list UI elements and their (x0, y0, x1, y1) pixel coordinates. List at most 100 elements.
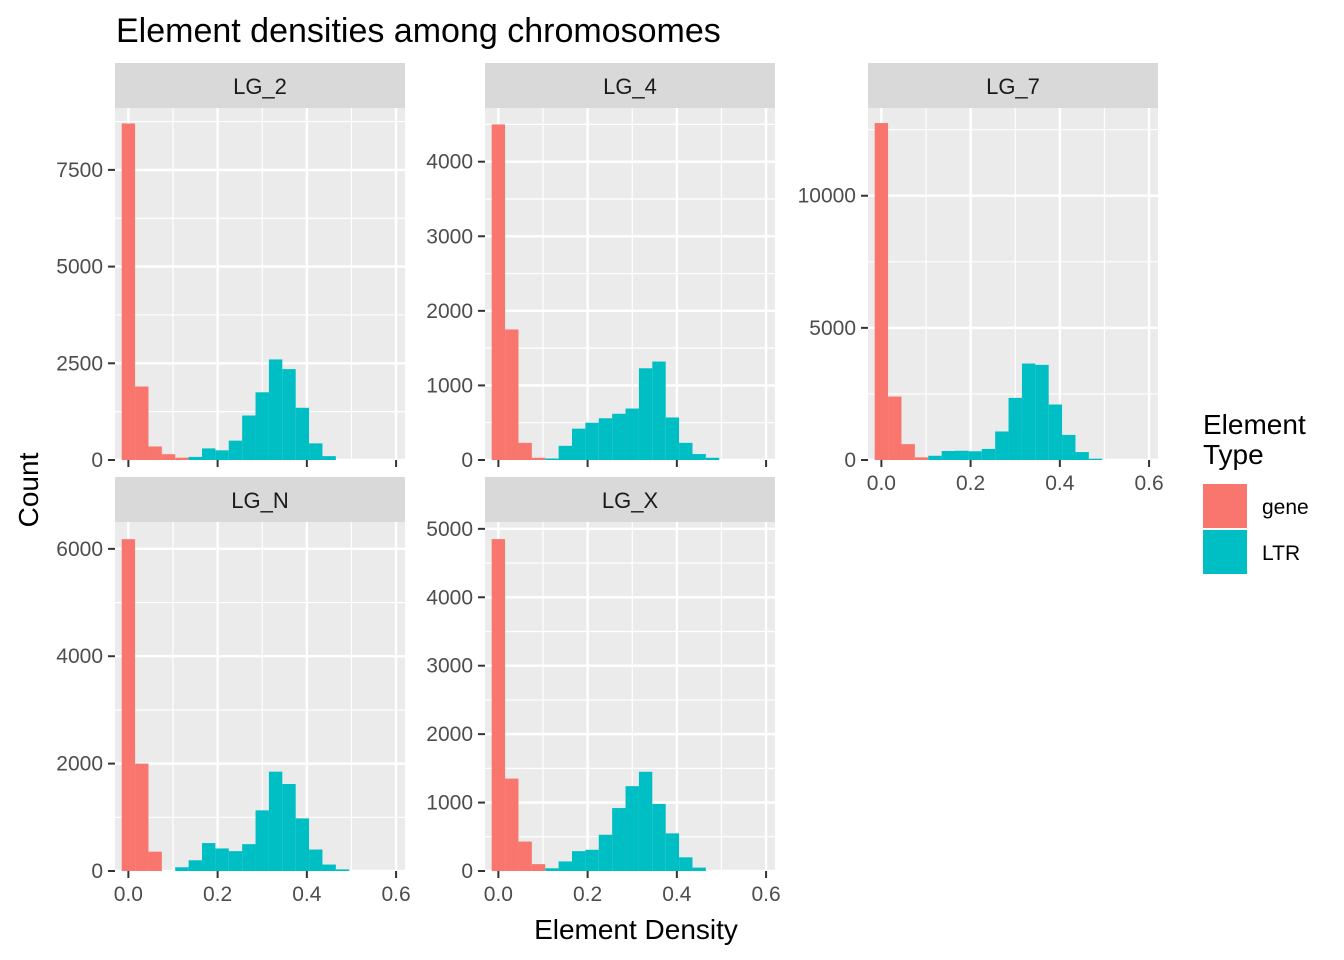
x-tick-label: 0.6 (1134, 472, 1163, 495)
bar-ltr (188, 456, 202, 460)
bar-ltr (598, 834, 613, 871)
bar-ltr (625, 786, 639, 871)
x-tick-label: 0.4 (662, 883, 692, 906)
x-tick-label: 0.0 (484, 883, 513, 906)
bar-ltr (612, 808, 626, 871)
bar-ltr (268, 359, 283, 460)
bar-ltr (652, 803, 666, 871)
bar-gene (505, 778, 519, 871)
bar-gene (121, 123, 136, 460)
bar-ltr (665, 833, 680, 871)
x-tick-label: 0.6 (381, 883, 410, 906)
bar-ltr (585, 849, 599, 871)
bar-ltr (1075, 452, 1089, 460)
facet-panel-lg-2: LG_2 0 2500 5000 7500 (56, 63, 405, 472)
bar-gene (121, 539, 136, 871)
facet-panel-lg-x: LG_X 0 1000 2000 3000 4000 5000 0.0 0.2 0.4 0.6 (426, 477, 781, 906)
facet-strip-label: LG_7 (986, 74, 1040, 99)
bar-gene (531, 457, 546, 460)
bar-ltr (202, 843, 216, 871)
facet-panel-lg-4: LG_4 0 1000 2000 3000 4000 (426, 63, 775, 472)
bar-ltr (981, 448, 996, 460)
facet-strip-label: LG_2 (233, 74, 287, 99)
bar-ltr (968, 451, 982, 460)
bar-ltr (202, 448, 216, 460)
bar-ltr (572, 851, 586, 871)
bar-gene (518, 442, 532, 460)
bar-ltr (705, 457, 720, 460)
y-tick-label: 2000 (426, 300, 473, 323)
y-tick-label: 0 (91, 449, 103, 472)
bar-ltr (335, 869, 350, 871)
bar-ltr (282, 784, 296, 871)
bar-gene (874, 123, 889, 461)
y-tick-label: 1000 (426, 374, 473, 397)
bar-gene (161, 454, 176, 460)
bar-ltr (242, 415, 256, 460)
bar-ltr (955, 450, 969, 460)
x-tick-label: 0.2 (573, 883, 602, 906)
bar-ltr (322, 864, 336, 871)
bar-ltr (309, 849, 323, 871)
y-tick-label: 5000 (809, 317, 856, 340)
bar-ltr (215, 450, 229, 460)
y-tick-label: 0 (461, 860, 473, 883)
bar-ltr (995, 431, 1009, 460)
legend-label-gene: gene (1262, 496, 1309, 519)
y-tick-label: 4000 (56, 645, 103, 668)
facet-strip (115, 477, 405, 522)
y-tick-label: 2000 (56, 753, 103, 776)
facet-panel-lg-7: LG_7 0 5000 10000 0.0 0.2 0.4 0.6 (798, 63, 1164, 495)
y-tick-label: 1000 (426, 792, 473, 815)
facet-strip-label: LG_4 (603, 74, 657, 99)
x-tick-label: 0.4 (292, 883, 322, 906)
bar-ltr (1062, 434, 1076, 460)
y-tick-label: 0 (844, 449, 856, 472)
facet-strip-label: LG_X (602, 488, 659, 513)
bar-ltr (545, 868, 559, 871)
legend-label-ltr: LTR (1262, 542, 1300, 565)
x-tick-label: 0.2 (956, 472, 985, 495)
y-tick-label: 0 (91, 860, 103, 883)
bar-gene (518, 841, 532, 871)
bar-ltr (1088, 458, 1103, 460)
y-tick-label: 10000 (798, 185, 856, 208)
bar-ltr (1035, 364, 1049, 460)
bar-gene (491, 539, 506, 871)
bar-ltr (1048, 404, 1063, 460)
y-tick-label: 0 (461, 449, 473, 472)
y-tick-label: 7500 (56, 159, 103, 182)
bar-ltr (268, 771, 283, 871)
bar-ltr (309, 443, 323, 460)
bar-gene (505, 329, 519, 460)
bar-ltr (228, 851, 243, 871)
y-tick-label: 4000 (426, 586, 473, 609)
y-axis-title: Count (13, 452, 44, 527)
bar-ltr (545, 458, 559, 460)
x-tick-label: 0.4 (1045, 472, 1075, 495)
bar-ltr (612, 413, 626, 460)
bar-ltr (679, 442, 693, 460)
bar-ltr (322, 456, 336, 460)
legend-title-line-1: Element (1203, 409, 1306, 440)
bar-ltr (255, 810, 269, 871)
y-tick-label: 3000 (426, 655, 473, 678)
chart-title: Element densities among chromosomes (116, 12, 721, 50)
bar-gene (148, 851, 162, 871)
bar-ltr (295, 818, 310, 871)
x-tick-label: 0.0 (867, 472, 896, 495)
bar-ltr (638, 368, 653, 460)
bar-ltr (558, 445, 572, 460)
bar-ltr (228, 440, 243, 460)
bar-ltr (598, 418, 613, 460)
y-tick-label: 5000 (426, 518, 473, 541)
bar-ltr (928, 455, 942, 460)
bar-ltr (188, 860, 202, 871)
bar-gene (135, 763, 149, 871)
bar-ltr (282, 369, 296, 460)
bar-ltr (665, 417, 680, 460)
bar-ltr (215, 848, 229, 871)
y-tick-label: 2500 (56, 352, 103, 375)
bar-ltr (585, 422, 599, 460)
bar-ltr (572, 428, 586, 460)
